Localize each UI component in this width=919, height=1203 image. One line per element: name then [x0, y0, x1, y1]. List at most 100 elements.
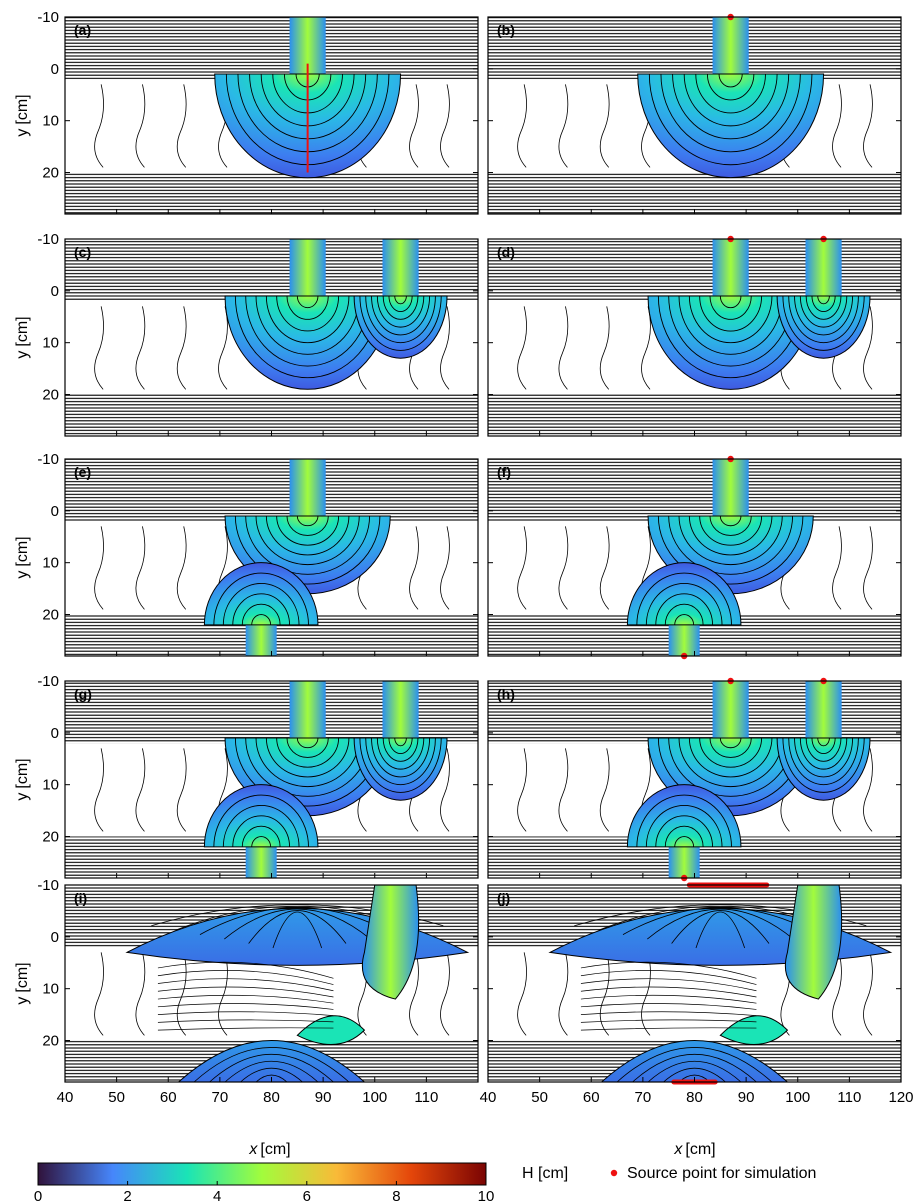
- x-tick-label-right-6: 100: [785, 1089, 810, 1106]
- panel-i-terrain-contour: [94, 952, 104, 1036]
- panel-e-terrain-contour: [176, 526, 187, 610]
- flood-channel-g-1: [382, 681, 419, 744]
- flood-channel-g-0: [289, 681, 326, 744]
- colorbar-label: H [cm]: [522, 1165, 568, 1182]
- x-axis-label-right: x [cm]: [673, 1141, 715, 1158]
- x-tick-label-left-1: 50: [108, 1089, 125, 1106]
- panel-b-bottom-band: [488, 172, 901, 214]
- flood-contour-d-1-4: [799, 296, 848, 328]
- flood-contour-b-0-1: [718, 74, 743, 88]
- flood-contour-bottom-g-0-3: [232, 815, 291, 847]
- panel-b-terrain-contour: [863, 84, 873, 168]
- x-tick-label-left-0: 40: [57, 1089, 74, 1106]
- flood-channel-h-1: [805, 681, 842, 744]
- y-axis-label-a: y [cm]: [14, 94, 31, 136]
- flood-channel-d-1: [805, 239, 842, 302]
- panel-d-terrain-contour: [599, 306, 610, 390]
- x-tick-label-right-7: 110: [837, 1089, 861, 1106]
- y-axis-var-g: y: [14, 793, 31, 801]
- flood-contour-b-0-5: [672, 74, 790, 140]
- bank-contour-i-8: [157, 1027, 334, 1031]
- panel-f-terrain-contour: [863, 526, 873, 610]
- panel-g-plot: [65, 681, 478, 878]
- bank-contour-i-7: [157, 1019, 334, 1023]
- flood-contour-d-0-3: [699, 296, 763, 332]
- flood-channel-b-0: [712, 17, 749, 80]
- flood-contour-b-0-6: [660, 74, 801, 153]
- sheet-contour-bottom-j-4: [632, 1054, 757, 1082]
- sheet-flood-right-i: [361, 885, 420, 1000]
- panel-g-terrain-contour: [135, 748, 146, 832]
- colorbar: 0 2 4 6 8 10: [34, 1162, 494, 1203]
- sheet-contour-bottom-j-5: [616, 1047, 773, 1082]
- flood-contour-g-0-2: [286, 738, 329, 758]
- flood-contour-d-1-5: [794, 296, 854, 336]
- panels-group: (a) -10 0 10 20 y [cm] (b) (c) -10 0 10 20 y [cm] (d) (e…: [14, 9, 902, 1085]
- flood-contour-c-1-4: [376, 296, 425, 328]
- panel-i-plot: [65, 885, 478, 1082]
- panel-j-terrain-contour: [832, 952, 842, 1036]
- panel-label-i: (i): [74, 890, 87, 906]
- flood-contour-c-1-2: [388, 296, 413, 312]
- y-tick-label-a-1: 0: [51, 61, 59, 78]
- x-tick-label-left-5: 90: [315, 1089, 332, 1106]
- y-tick-label-e-0: -10: [37, 451, 59, 468]
- flood-contour-c-1-3: [382, 296, 419, 320]
- panel-label-h: (h): [497, 686, 515, 702]
- sheet-flood-right-j: [784, 885, 843, 1000]
- y-axis-var-i: y: [14, 997, 31, 1005]
- flood-contour-c-0-2: [286, 296, 329, 320]
- panel-h-terrain-contour: [863, 748, 873, 832]
- panel-i: (i) -10 0 10 20 y [cm]: [14, 877, 479, 1083]
- flood-contour-bottom-h-0-5: [636, 794, 732, 847]
- panel-a-top-band: [65, 17, 478, 80]
- y-axis-unit-i: [cm]: [14, 962, 31, 992]
- panel-h-terrain-contour: [517, 748, 527, 832]
- panel-c-terrain-contour: [440, 306, 450, 390]
- panel-f-terrain-contour: [558, 526, 569, 610]
- panel-i-terrain-contour: [440, 952, 450, 1036]
- y-tick-label-i-0: -10: [37, 877, 59, 894]
- flood-contour-h-1-2: [811, 738, 836, 754]
- flood-contour-bottom-g-0-1: [251, 836, 272, 847]
- panel-label-j: (j): [497, 890, 510, 906]
- colorbar-tick-label-1: 2: [123, 1188, 131, 1203]
- flood-contour-d-1-2: [811, 296, 836, 312]
- panel-d: (d): [487, 235, 902, 437]
- flood-contour-c-0-1: [296, 296, 319, 308]
- flood-contour-bottom-e-0-1: [251, 614, 272, 625]
- panel-h-terrain-contour: [599, 748, 610, 832]
- colorbar-tick-label-0: 0: [34, 1188, 42, 1203]
- flood-contour-f-0-7: [657, 516, 804, 585]
- x-tick-label-right-8: 120: [888, 1089, 913, 1106]
- flood-channel-d-0: [712, 239, 749, 302]
- flood-contour-h-1-1: [817, 737, 830, 747]
- sheet-contour-bottom-j-2: [663, 1067, 726, 1082]
- flood-contour-bottom-g-0-4: [222, 805, 300, 847]
- bank-contour-i-4: [157, 994, 334, 1004]
- panel-h-terrain-contour: [558, 748, 569, 832]
- panel-a-terrain-contour: [409, 84, 419, 168]
- flood-contour-g-1-1: [394, 737, 407, 747]
- flood-contour-h-0-5: [678, 738, 783, 788]
- panel-a-terrain-contour: [94, 84, 104, 168]
- flood-contour-bottom-f-0-1: [674, 614, 695, 625]
- y-tick-label-i-1: 0: [51, 929, 59, 946]
- flood-contour-bottom-h-0-1: [674, 836, 695, 847]
- y-axis-var-a: y: [14, 129, 31, 137]
- x-tick-label-right-4: 80: [686, 1089, 703, 1106]
- panel-f-terrain-contour: [517, 526, 527, 610]
- flood-contour-e-0-2: [286, 516, 329, 536]
- colorbar-tick-label-2: 4: [213, 1188, 221, 1203]
- flood-contour-g-1-6: [365, 738, 436, 785]
- bank-contour-j-8: [580, 1027, 757, 1031]
- y-tick-label-c-2: 10: [42, 335, 59, 352]
- bank-contour-i-0: [157, 961, 334, 979]
- panel-b: (b): [487, 13, 902, 215]
- panel-j-terrain-contour: [558, 952, 569, 1036]
- x-axis-var-right: x: [673, 1141, 683, 1158]
- x-tick-label-left-2: 60: [160, 1089, 177, 1106]
- bank-contour-j-2: [580, 978, 757, 992]
- panel-j-terrain-contour: [863, 952, 873, 1036]
- sheet-contour-bottom-i-2: [240, 1067, 303, 1082]
